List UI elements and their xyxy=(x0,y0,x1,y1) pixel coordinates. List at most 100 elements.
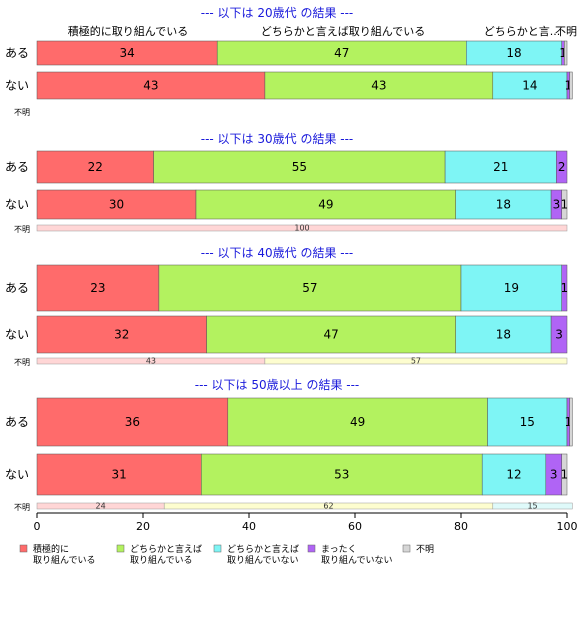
bar-segment xyxy=(206,315,456,354)
legend-label: どちらかと言えば xyxy=(227,543,299,555)
bar-value-label: 18 xyxy=(496,328,511,342)
bar-value-label: 18 xyxy=(496,198,511,212)
x-tick-label: 0 xyxy=(34,520,41,533)
bar-value-label: 57 xyxy=(302,281,317,295)
bar-value-label: 1 xyxy=(565,79,573,93)
bar-segment xyxy=(158,264,462,312)
fumei-segment xyxy=(36,224,568,232)
bar-value-label: 3 xyxy=(555,328,563,342)
bar-segment xyxy=(561,453,568,496)
bar-value-label: 43 xyxy=(371,79,386,93)
column-header: どちらかと言... xyxy=(484,25,561,38)
bar-value-label: 21 xyxy=(493,160,508,174)
panel-title: --- 以下は 20歳代 の結果 --- xyxy=(201,6,354,20)
x-tick-label: 40 xyxy=(242,520,256,533)
bar-value-label: 15 xyxy=(520,415,535,429)
x-tick-label: 20 xyxy=(136,520,150,533)
fumei-value-label: 62 xyxy=(323,502,333,511)
panel-title: --- 以下は 50歳以上 の結果 --- xyxy=(195,378,360,392)
bar-value-label: 3 xyxy=(550,468,558,482)
bar-value-label: 47 xyxy=(324,328,339,342)
bar-segment xyxy=(569,71,573,100)
fumei-value-label: 100 xyxy=(294,224,309,233)
bar-value-label: 49 xyxy=(318,198,333,212)
fumei-segment xyxy=(492,502,573,510)
row-label: ある xyxy=(5,281,29,295)
row-label: ある xyxy=(5,46,29,60)
column-header: 積極的に取り組んでいる xyxy=(68,24,188,38)
fumei-value-label: 24 xyxy=(96,502,106,511)
bar-segment xyxy=(36,397,229,447)
bar-value-label: 2 xyxy=(558,160,566,174)
bar-value-label: 3 xyxy=(553,198,561,212)
legend-label: どちらかと言えば xyxy=(130,543,202,555)
bar-value-label: 1 xyxy=(561,198,569,212)
bar-segment xyxy=(564,40,568,66)
legend-swatch xyxy=(307,544,316,553)
bar-segment xyxy=(36,453,202,496)
legend-label: 積極的に xyxy=(33,543,69,555)
legend-swatch xyxy=(402,544,411,553)
bar-value-label: 31 xyxy=(112,468,127,482)
fumei-segment xyxy=(264,357,568,365)
legend-swatch xyxy=(213,544,222,553)
bar-value-label: 47 xyxy=(334,46,349,60)
bar-segment xyxy=(561,189,568,220)
bar-segment xyxy=(492,71,568,100)
legend-label: 取り組んでいる xyxy=(130,554,193,566)
x-tick-label: 100 xyxy=(557,520,578,533)
legend-swatch xyxy=(116,544,125,553)
bar-segment xyxy=(466,40,562,66)
row-label: ない xyxy=(5,468,29,482)
fumei-value-label: 43 xyxy=(146,357,156,366)
bar-value-label: 49 xyxy=(350,415,365,429)
bar-value-label: 43 xyxy=(143,79,158,93)
bar-value-label: 1 xyxy=(561,281,569,295)
bar-value-label: 23 xyxy=(90,281,105,295)
bar-value-label: 22 xyxy=(88,160,103,174)
bar-value-label: 18 xyxy=(506,46,521,60)
bar-segment xyxy=(36,264,160,312)
bar-value-label: 14 xyxy=(522,79,537,93)
legend-label: 取り組んでいない xyxy=(227,554,299,566)
row-label-fumei: 不明 xyxy=(14,225,30,234)
column-header: どちらかと言えば取り組んでいる xyxy=(261,25,425,38)
bar-segment xyxy=(455,189,552,220)
x-tick-label: 80 xyxy=(454,520,468,533)
legend-swatch xyxy=(19,544,28,553)
legend-label: まったく xyxy=(321,544,357,555)
bar-value-label: 19 xyxy=(504,281,519,295)
panel-title: --- 以下は 40歳代 の結果 --- xyxy=(201,246,354,260)
bar-segment xyxy=(460,264,562,312)
row-label: ある xyxy=(5,160,29,174)
bar-value-label: 30 xyxy=(109,198,124,212)
bar-segment xyxy=(36,71,266,100)
bar-segment xyxy=(36,40,218,66)
row-label: ない xyxy=(5,328,29,342)
bar-segment xyxy=(561,264,568,312)
row-label: ない xyxy=(5,198,29,212)
row-label: ない xyxy=(5,79,29,93)
bar-value-label: 34 xyxy=(119,46,134,60)
bar-segment xyxy=(487,397,568,447)
row-label-fumei: 不明 xyxy=(14,358,30,367)
bar-segment xyxy=(36,189,197,220)
bar-segment xyxy=(455,315,552,354)
legend-label: 不明 xyxy=(416,544,434,555)
bar-value-label: 1 xyxy=(559,46,567,60)
bar-segment xyxy=(444,150,557,184)
legend-label: 取り組んでいる xyxy=(33,554,96,566)
bar-segment xyxy=(556,150,568,184)
row-label-fumei: 不明 xyxy=(14,503,30,512)
bar-value-label: 53 xyxy=(334,468,349,482)
bar-value-label: 1 xyxy=(561,468,569,482)
bar-segment xyxy=(216,40,467,66)
bar-segment xyxy=(481,453,547,496)
legend-label: 取り組んでいない xyxy=(321,554,393,566)
bar-segment xyxy=(569,397,573,447)
bar-value-label: 32 xyxy=(114,328,129,342)
bar-segment xyxy=(195,189,456,220)
bar-value-label: 12 xyxy=(506,468,521,482)
bar-value-label: 1 xyxy=(565,415,573,429)
